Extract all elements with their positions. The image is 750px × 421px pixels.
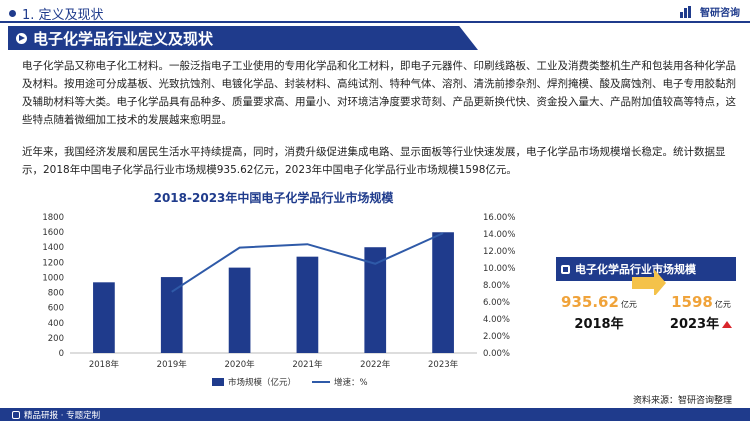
- y-right-tick-label: 6.00%: [483, 298, 510, 308]
- chart-title: 2018-2023年中国电子化学品行业市场规模: [154, 190, 395, 205]
- brand-name: 智研咨询: [700, 8, 740, 19]
- stat-start-value: 935.62: [561, 293, 619, 311]
- y-left-tick-label: 800: [48, 289, 64, 299]
- y-left-tick-label: 1800: [42, 213, 64, 223]
- growth-arrow-icon: [632, 269, 666, 295]
- intro-paragraph: 电子化学品又称电子化工材料。一般泛指电子工业使用的专用化学品和化工材料，即电子元…: [22, 60, 736, 126]
- market-paragraph: 近年来，我国经济发展和居民生活水平持续提高，同时，消费升级促进集成电路、显示面板…: [22, 146, 726, 176]
- y-right-tick-label: 16.00%: [483, 213, 515, 223]
- chart-svg: 2018-2023年中国电子化学品行业市场规模 0 200 400 600 800 1000…: [42, 190, 515, 388]
- section-label: 1. 定义及现状: [9, 4, 104, 23]
- stat-end: 1598 亿元 2023年: [658, 292, 744, 332]
- footer-bar: 精品研报 · 专题定制: [0, 408, 750, 421]
- panel-square-icon: [561, 264, 570, 274]
- y-left-tick-label: 400: [48, 319, 64, 329]
- bar-2021年: [296, 256, 319, 353]
- data-source: 资料来源：智研咨询整理: [632, 396, 732, 406]
- x-tick-label: 2023年: [428, 359, 459, 370]
- y-right-tick-label: 12.00%: [483, 247, 515, 257]
- bar-2020年: [228, 267, 251, 353]
- brand-logo: 智研咨询: [680, 4, 740, 19]
- footer-tagline: 精品研报 · 专题定制: [24, 410, 101, 421]
- y-right-tick-label: 14.00%: [483, 230, 515, 240]
- bar-2019年: [160, 277, 183, 353]
- legend-bar-swatch: [212, 378, 224, 386]
- x-tick-label: 2018年: [89, 359, 120, 370]
- side-panel-title-text: 电子化学品行业市场规模: [575, 263, 696, 276]
- y-right-tick-label: 8.00%: [483, 281, 510, 291]
- stat-end-year: 2023年: [669, 317, 720, 332]
- brand-logo-icon: [680, 5, 696, 18]
- y-left-tick-label: 1000: [42, 273, 64, 283]
- bar-2023年: [432, 232, 454, 353]
- x-tick-label: 2019年: [157, 359, 188, 370]
- x-tick-label: 2022年: [360, 359, 391, 370]
- section-bullet-icon: [9, 10, 16, 17]
- y-left-tick-label: 1600: [42, 228, 64, 238]
- stat-end-unit: 亿元: [714, 300, 731, 309]
- x-tick-label: 2020年: [225, 359, 256, 370]
- stat-start-unit: 亿元: [620, 300, 637, 309]
- header-divider: [0, 21, 750, 23]
- y-left-tick-label: 600: [48, 304, 64, 314]
- y-left-tick-label: 0: [59, 349, 64, 359]
- y-right-tick-label: 2.00%: [483, 332, 510, 342]
- x-tick-label: 2021年: [292, 359, 323, 370]
- stat-end-value: 1598: [671, 293, 713, 311]
- y-right-tick-label: 10.00%: [483, 264, 515, 274]
- bar-2022年: [364, 247, 387, 353]
- legend-bar-label: 市场规模（亿元）: [228, 377, 296, 388]
- y-left-tick-label: 1400: [42, 243, 64, 253]
- page-title: 电子化学品行业定义及现状: [33, 29, 214, 48]
- title-banner: 电子化学品行业定义及现状: [8, 26, 478, 50]
- stat-start-year: 2018年: [574, 317, 624, 332]
- legend-line-label: 增速：%: [334, 377, 368, 388]
- y-left-tick-label: 200: [48, 334, 64, 344]
- play-icon: [16, 32, 27, 44]
- y-left-tick-label: 1200: [42, 258, 64, 268]
- y-right-tick-label: 0.00%: [483, 349, 510, 359]
- section-label-text: 1. 定义及现状: [22, 8, 104, 23]
- y-right-tick-label: 4.00%: [483, 315, 510, 325]
- bar-2018年: [93, 282, 115, 353]
- stat-start: 935.62 亿元 2018年: [556, 292, 642, 332]
- up-arrow-icon: [722, 321, 733, 328]
- market-size-chart: 2018-2023年中国电子化学品行业市场规模 0 200 400 600 800 1000…: [22, 187, 532, 402]
- footer-square-icon: [12, 410, 20, 419]
